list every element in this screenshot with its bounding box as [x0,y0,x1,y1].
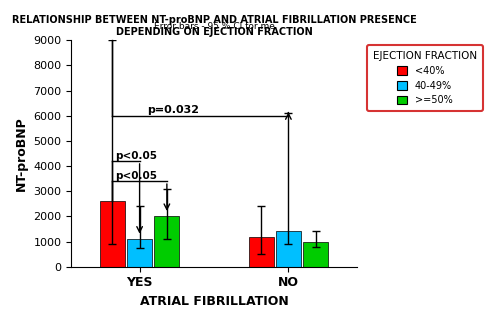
Y-axis label: NT-proBNP: NT-proBNP [15,116,28,191]
Bar [154,216,180,267]
Bar [303,242,328,267]
Text: p=0.032: p=0.032 [147,105,199,115]
Legend: <40%, 40-49%, >=50%: <40%, 40-49%, >=50% [367,45,483,111]
Text: p<0.05: p<0.05 [115,151,157,161]
Bar [248,236,274,267]
Title: RELATIONSHIP BETWEEN NT-proBNP AND ATRIAL FIBRILLATION PRESENCE
DEPENDING ON EJE: RELATIONSHIP BETWEEN NT-proBNP AND ATRIA… [12,15,416,36]
Bar [276,232,301,267]
Bar [100,201,125,267]
X-axis label: ATRIAL FIBRILLATION: ATRIAL FIBRILLATION [140,295,288,308]
Text: Error bars - 95 % CI for me: Error bars - 95 % CI for me [154,22,274,31]
Bar [127,239,152,267]
Text: p<0.05: p<0.05 [115,171,157,181]
